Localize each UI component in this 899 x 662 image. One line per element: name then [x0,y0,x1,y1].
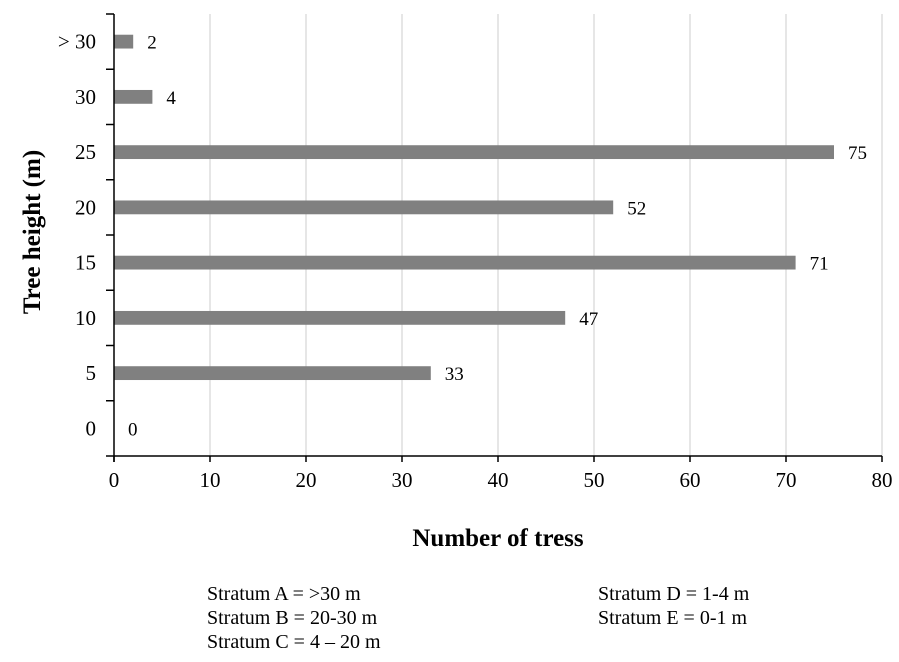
labels: 0 5 10 15 20 25 30 > 30 0 10 20 30 40 50 60 70 80 0 33 47 71… [58,30,893,492]
x-tick-label: 60 [680,468,701,492]
data-label: 2 [147,33,157,54]
bar [114,255,796,270]
data-label: 75 [848,143,867,164]
x-tick-label: 10 [200,468,221,492]
axes [106,13,883,462]
bar [114,366,431,381]
data-label: 33 [445,364,464,385]
y-tick-label: > 30 [58,30,96,54]
x-tick-label: 40 [488,468,509,492]
note-stratum-b: Stratum B = 20-30 m [207,607,378,629]
y-tick-label: 20 [75,195,96,219]
y-tick-label: 30 [75,85,96,109]
y-tick-label: 0 [86,416,97,440]
x-tick-label: 0 [109,468,120,492]
y-tick-label: 15 [75,251,96,275]
bar [114,89,153,104]
y-tick-label: 5 [86,361,97,385]
y-tick-label: 10 [75,306,96,330]
y-tick-label: 25 [75,140,96,164]
note-stratum-e: Stratum E = 0-1 m [598,607,748,629]
note-stratum-c: Stratum C = 4 – 20 m [207,631,381,653]
bars [114,34,834,381]
strata-notes-right: Stratum D = 1-4 m Stratum E = 0-1 m [598,582,749,630]
data-label: 52 [627,198,646,219]
note-stratum-d: Stratum D = 1-4 m [598,583,750,605]
grid-lines [209,14,883,456]
x-axis-title: Number of tress [412,525,584,552]
bar [114,310,566,325]
x-tick-label: 20 [296,468,317,492]
x-tick-label: 70 [776,468,797,492]
data-label: 0 [128,419,138,440]
x-tick-label: 80 [872,468,893,492]
y-axis-title: Tree height (m) [19,150,46,314]
data-label: 47 [579,309,598,330]
note-stratum-a: Stratum A = >30 m [207,583,361,605]
bar [114,145,834,160]
data-label: 4 [166,88,176,109]
bar [114,200,614,215]
x-tick-label: 50 [584,468,605,492]
bar [114,34,134,49]
data-label: 71 [810,254,829,275]
x-tick-label: 30 [392,468,413,492]
strata-notes-left: Stratum A = >30 m Stratum B = 20-30 m St… [207,582,381,654]
